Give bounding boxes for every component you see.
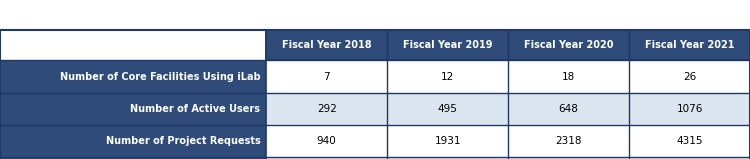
- Text: 12: 12: [441, 72, 454, 82]
- Text: Number of Core Facilities Using iLab: Number of Core Facilities Using iLab: [60, 72, 260, 82]
- Bar: [0, 157, 266, 159]
- Text: 2318: 2318: [555, 136, 582, 146]
- Bar: [629, 157, 750, 159]
- Bar: [629, 125, 750, 157]
- Bar: [509, 93, 629, 125]
- Bar: [266, 60, 387, 93]
- Text: 1931: 1931: [434, 136, 461, 146]
- Bar: [0, 60, 266, 93]
- Text: 26: 26: [683, 72, 696, 82]
- Text: 4315: 4315: [676, 136, 703, 146]
- Bar: [509, 157, 629, 159]
- Bar: [509, 125, 629, 157]
- Bar: [509, 30, 629, 60]
- Bar: [387, 125, 508, 157]
- Bar: [0, 125, 266, 157]
- Bar: [387, 30, 508, 60]
- Bar: [0, 0, 750, 30]
- Text: Number of Project Requests: Number of Project Requests: [106, 136, 260, 146]
- Bar: [266, 125, 387, 157]
- Text: 1076: 1076: [676, 104, 703, 114]
- Bar: [509, 60, 629, 93]
- Text: 495: 495: [438, 104, 458, 114]
- Bar: [387, 60, 508, 93]
- Bar: [629, 93, 750, 125]
- Bar: [266, 93, 387, 125]
- Text: Fiscal Year 2020: Fiscal Year 2020: [524, 40, 614, 50]
- Bar: [266, 157, 387, 159]
- Text: 648: 648: [559, 104, 578, 114]
- Bar: [387, 93, 508, 125]
- Bar: [266, 30, 750, 60]
- Bar: [0, 93, 266, 125]
- Text: 18: 18: [562, 72, 575, 82]
- Text: Number of Active Users: Number of Active Users: [130, 104, 260, 114]
- Text: Fiscal Year 2021: Fiscal Year 2021: [645, 40, 734, 50]
- Bar: [629, 60, 750, 93]
- Text: 940: 940: [316, 136, 337, 146]
- Text: Fiscal Year 2019: Fiscal Year 2019: [403, 40, 493, 50]
- Bar: [629, 30, 750, 60]
- Bar: [387, 157, 508, 159]
- Text: Fiscal Year 2018: Fiscal Year 2018: [282, 40, 371, 50]
- Text: 7: 7: [323, 72, 330, 82]
- Bar: [266, 30, 387, 60]
- Text: 292: 292: [316, 104, 337, 114]
